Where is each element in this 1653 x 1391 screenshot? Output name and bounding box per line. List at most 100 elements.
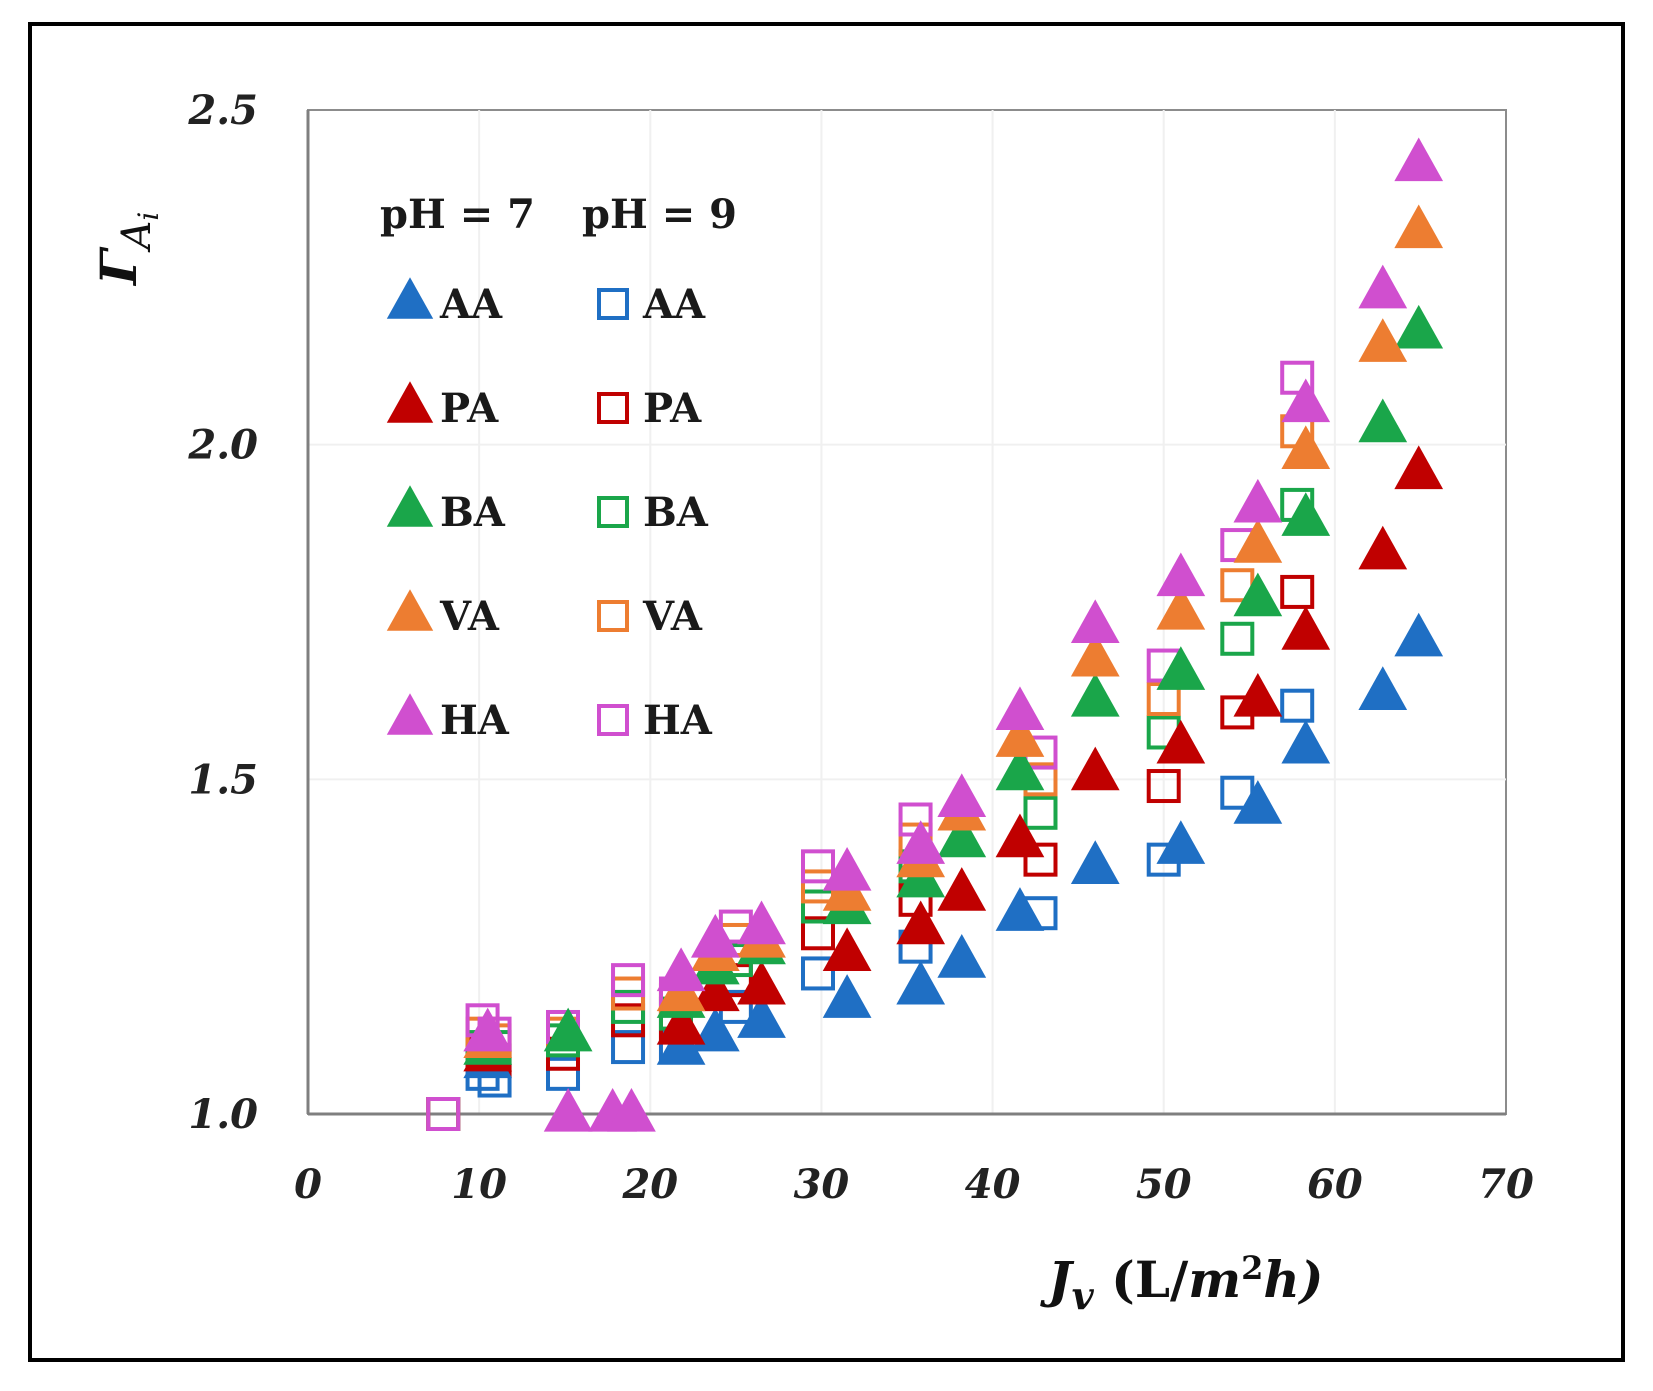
- data-point-triangle: [1233, 572, 1283, 617]
- data-point-triangle: [1281, 425, 1331, 469]
- x-tick-label: 60: [1307, 1161, 1363, 1208]
- data-point-square: [1146, 769, 1181, 804]
- data-point-square: [1280, 360, 1315, 395]
- legend-label: AA: [439, 281, 503, 328]
- x-axis-title-unit: m: [1188, 1250, 1241, 1309]
- data-point-triangle: [1156, 646, 1206, 690]
- data-point-triangle: [1281, 492, 1331, 536]
- data-point-triangle: [1394, 304, 1444, 349]
- data-point-triangle: [1156, 820, 1206, 864]
- data-point-triangle: [995, 887, 1045, 931]
- data-point-triangle: [937, 934, 987, 978]
- data-point-triangle: [896, 960, 946, 1005]
- legend-marker-square: [597, 496, 629, 528]
- data-point-triangle: [1070, 840, 1120, 884]
- data-point-triangle: [822, 847, 872, 891]
- data-point-square: [611, 1030, 646, 1065]
- data-point-square: [1220, 621, 1255, 656]
- data-point-triangle: [737, 900, 786, 945]
- data-point-triangle: [1358, 318, 1408, 362]
- legend-label: PA: [440, 385, 499, 432]
- data-point-triangle: [463, 1007, 513, 1052]
- data-point-triangle: [822, 927, 872, 971]
- data-point-triangle: [1233, 478, 1283, 523]
- legend-label: VA: [439, 593, 500, 640]
- data-point-square: [1023, 842, 1058, 877]
- data-point-triangle: [1281, 719, 1331, 764]
- data-point-triangle: [690, 913, 740, 958]
- data-point-triangle: [690, 967, 740, 1012]
- data-point-triangle: [995, 746, 1045, 791]
- data-point-triangle: [656, 947, 706, 992]
- y-tick-label: 1.0: [188, 1091, 258, 1138]
- x-axis-title: Jv (L/m2h): [1040, 1249, 1323, 1318]
- legend-marker-square: [597, 600, 629, 632]
- data-point-square: [546, 1056, 581, 1091]
- x-tick-label: 0: [294, 1161, 322, 1208]
- legend-header-ph7: pH = 7: [380, 191, 535, 238]
- y-tick-label: 1.5: [188, 756, 258, 803]
- y-axis-title: ΓAi: [89, 212, 165, 287]
- legend-marker-square: [597, 704, 629, 736]
- data-point-triangle: [937, 867, 987, 911]
- series-ha-ph7: [463, 137, 1444, 1132]
- legend-label: BA: [440, 489, 506, 536]
- legend-label: HA: [643, 697, 713, 744]
- data-point-square: [426, 1097, 461, 1131]
- data-point-triangle: [937, 813, 987, 858]
- legend-marker-triangle: [386, 485, 434, 527]
- data-point-triangle: [896, 820, 946, 864]
- data-point-triangle: [737, 960, 786, 1005]
- legend-marker-triangle: [386, 277, 434, 319]
- data-point-triangle: [543, 1087, 593, 1132]
- data-point-triangle: [1233, 672, 1283, 717]
- data-point-triangle: [995, 813, 1045, 858]
- data-point-triangle: [1358, 666, 1408, 710]
- data-point-square: [801, 956, 836, 991]
- data-point-square: [1280, 574, 1315, 609]
- x-axis-title-main: J: [1040, 1250, 1075, 1309]
- data-point-triangle: [822, 974, 872, 1018]
- data-point-triangle: [1358, 398, 1408, 443]
- data-point-triangle: [1070, 599, 1120, 644]
- data-point-triangle: [1394, 612, 1444, 657]
- data-point-triangle: [1233, 519, 1283, 563]
- data-point-triangle: [995, 713, 1045, 757]
- data-point-triangle: [1358, 525, 1408, 570]
- legend-label: BA: [643, 489, 709, 536]
- legend: pH = 7 pH = 9 AA AA PA PA BA BA VA VA HA HA: [380, 191, 737, 744]
- data-point-triangle: [1070, 632, 1120, 677]
- x-tick-label: 70: [1478, 1161, 1534, 1208]
- data-point-triangle: [690, 1007, 740, 1052]
- y-axis-title-main: Γ: [89, 246, 148, 287]
- legend-label: PA: [643, 385, 702, 432]
- data-point-triangle: [1394, 137, 1444, 182]
- legend-header-ph9: pH = 9: [582, 191, 737, 238]
- series-pa-ph7: [463, 445, 1444, 1072]
- x-axis-title-pre: (L/: [1094, 1250, 1189, 1309]
- x-tick-label: 30: [794, 1161, 850, 1208]
- data-point-triangle: [737, 994, 786, 1038]
- data-point-triangle: [937, 773, 987, 818]
- data-point-triangle: [896, 900, 946, 945]
- legend-label: VA: [642, 593, 703, 640]
- data-point-square: [1280, 688, 1315, 723]
- y-axis-title-sub: A: [114, 221, 160, 254]
- x-tick-label: 20: [621, 1161, 678, 1208]
- data-point-square: [801, 849, 836, 884]
- y-axis-title-subsub: i: [132, 212, 165, 221]
- legend-marker-triangle: [386, 381, 434, 423]
- data-point-triangle: [1394, 204, 1444, 249]
- data-point-triangle: [1156, 719, 1206, 764]
- x-tick-label: 10: [451, 1161, 507, 1208]
- data-point-triangle: [543, 1007, 593, 1052]
- x-tick-label: 50: [1136, 1161, 1192, 1208]
- data-point-triangle: [1281, 378, 1331, 423]
- y-tick-label: 2.0: [187, 422, 258, 469]
- tick-labels: 0 10 20 30 40 50 60 70 1.0 1.5 2.0 2.5: [187, 87, 1534, 1208]
- x-axis-title-sub: v: [1072, 1273, 1095, 1318]
- legend-marker-triangle: [386, 589, 434, 631]
- x-axis-title-post: h): [1263, 1250, 1323, 1309]
- legend-marker-triangle: [386, 693, 434, 735]
